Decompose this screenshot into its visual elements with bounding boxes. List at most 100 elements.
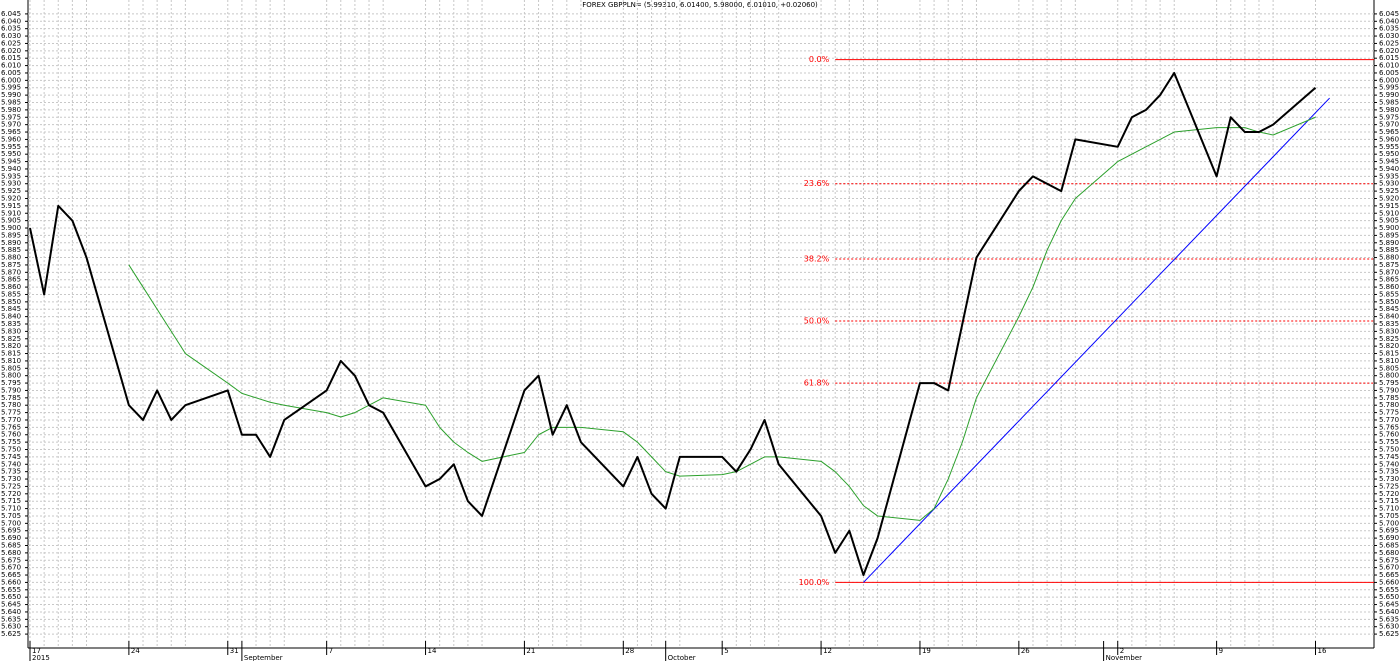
y-tick-label: 5.920	[1379, 194, 1399, 202]
fib-label: 0.0%	[809, 55, 830, 64]
fib-label: 23.6%	[804, 179, 830, 188]
y-tick-label: 5.775	[1379, 409, 1399, 417]
y-tick-label: 6.000	[1379, 76, 1399, 84]
y-tick-label: 5.955	[1379, 143, 1399, 151]
y-tick-label: 5.750	[1, 446, 21, 454]
y-tick-label: 6.035	[1, 25, 21, 33]
y-tick-label: 5.625	[1, 630, 21, 638]
y-tick-label: 5.755	[1379, 438, 1399, 446]
y-tick-label: 5.625	[1379, 630, 1399, 638]
y-tick-label: 5.795	[1379, 379, 1399, 387]
y-tick-label: 6.045	[1, 10, 21, 18]
x-major-label: 2015	[32, 654, 50, 661]
y-tick-label: 5.830	[1379, 327, 1399, 335]
y-tick-label: 5.705	[1379, 512, 1399, 520]
y-tick-label: 5.855	[1379, 290, 1399, 298]
y-tick-label: 5.910	[1379, 209, 1399, 217]
y-tick-label: 6.010	[1, 62, 21, 70]
y-tick-label: 6.040	[1379, 17, 1399, 25]
x-tick-label: 16	[1317, 647, 1326, 655]
y-tick-label: 5.845	[1379, 305, 1399, 313]
y-tick-label: 5.860	[1, 283, 21, 291]
y-tick-label: 5.945	[1, 158, 21, 166]
y-tick-label: 6.035	[1379, 25, 1399, 33]
y-tick-label: 5.775	[1, 409, 21, 417]
y-tick-label: 5.660	[1379, 578, 1399, 586]
y-tick-label: 5.800	[1379, 372, 1399, 380]
y-tick-label: 5.985	[1379, 99, 1399, 107]
y-tick-label: 5.670	[1379, 564, 1399, 572]
y-tick-label: 5.920	[1, 194, 21, 202]
y-tick-label: 5.925	[1379, 187, 1399, 195]
y-tick-label: 5.825	[1379, 335, 1399, 343]
x-tick-label: 21	[526, 647, 535, 655]
y-tick-label: 5.930	[1, 180, 21, 188]
y-tick-label: 5.745	[1, 453, 21, 461]
y-tick-label: 5.725	[1379, 482, 1399, 490]
y-tick-label: 5.770	[1379, 416, 1399, 424]
y-tick-label: 5.975	[1, 113, 21, 121]
y-tick-label: 5.680	[1379, 549, 1399, 557]
y-tick-label: 5.940	[1379, 165, 1399, 173]
y-tick-label: 5.730	[1379, 475, 1399, 483]
y-tick-label: 5.725	[1, 482, 21, 490]
y-tick-label: 5.925	[1, 187, 21, 195]
y-tick-label: 5.715	[1, 497, 21, 505]
x-tick-label: 14	[428, 647, 437, 655]
y-tick-label: 5.720	[1379, 490, 1399, 498]
y-tick-label: 5.805	[1379, 364, 1399, 372]
y-tick-label: 5.675	[1379, 556, 1399, 564]
y-tick-label: 5.935	[1379, 172, 1399, 180]
y-tick-label: 6.000	[1, 76, 21, 84]
y-tick-label: 5.665	[1379, 571, 1399, 579]
y-tick-label: 5.750	[1379, 446, 1399, 454]
y-tick-label: 5.870	[1379, 268, 1399, 276]
y-tick-label: 5.875	[1379, 261, 1399, 269]
x-major-label: October	[668, 654, 696, 661]
y-tick-label: 5.690	[1379, 534, 1399, 542]
y-tick-label: 5.950	[1, 150, 21, 158]
y-tick-label: 6.015	[1, 54, 21, 62]
y-tick-label: 5.705	[1, 512, 21, 520]
y-tick-label: 5.885	[1, 246, 21, 254]
y-tick-label: 6.010	[1379, 62, 1399, 70]
x-tick-label: 26	[1021, 647, 1030, 655]
y-tick-label: 6.020	[1, 47, 21, 55]
y-tick-label: 6.040	[1, 17, 21, 25]
y-tick-label: 5.940	[1, 165, 21, 173]
y-tick-label: 5.905	[1379, 217, 1399, 225]
y-tick-label: 5.675	[1, 556, 21, 564]
y-tick-label: 5.790	[1, 386, 21, 394]
x-tick-label: 12	[823, 647, 832, 655]
y-tick-label: 5.650	[1, 593, 21, 601]
y-tick-label: 6.005	[1, 69, 21, 77]
y-tick-label: 5.765	[1379, 423, 1399, 431]
y-tick-label: 5.890	[1379, 239, 1399, 247]
y-tick-label: 5.820	[1379, 342, 1399, 350]
x-tick-label: 19	[922, 647, 931, 655]
x-tick-label: 17	[32, 647, 41, 655]
y-tick-label: 5.990	[1379, 91, 1399, 99]
y-tick-label: 6.030	[1379, 32, 1399, 40]
y-tick-label: 5.760	[1, 431, 21, 439]
x-major-label: September	[244, 654, 283, 661]
fib-label: 61.8%	[804, 379, 830, 388]
y-tick-label: 5.740	[1, 460, 21, 468]
y-tick-label: 5.865	[1379, 276, 1399, 284]
y-tick-label: 5.780	[1, 401, 21, 409]
y-tick-label: 5.975	[1379, 113, 1399, 121]
y-tick-label: 5.900	[1, 224, 21, 232]
y-tick-label: 5.825	[1, 335, 21, 343]
y-tick-label: 5.970	[1, 121, 21, 129]
chart-title: FOREX GBPPLN= (5.99310, 6.01400, 5.98000…	[582, 1, 818, 9]
y-tick-label: 5.710	[1379, 505, 1399, 513]
y-tick-label: 6.005	[1379, 69, 1399, 77]
y-tick-label: 5.735	[1, 468, 21, 476]
y-tick-label: 6.015	[1379, 54, 1399, 62]
y-tick-label: 5.870	[1, 268, 21, 276]
x-tick-label: 24	[131, 647, 140, 655]
y-tick-label: 5.715	[1379, 497, 1399, 505]
y-tick-label: 5.875	[1, 261, 21, 269]
y-tick-label: 5.955	[1, 143, 21, 151]
